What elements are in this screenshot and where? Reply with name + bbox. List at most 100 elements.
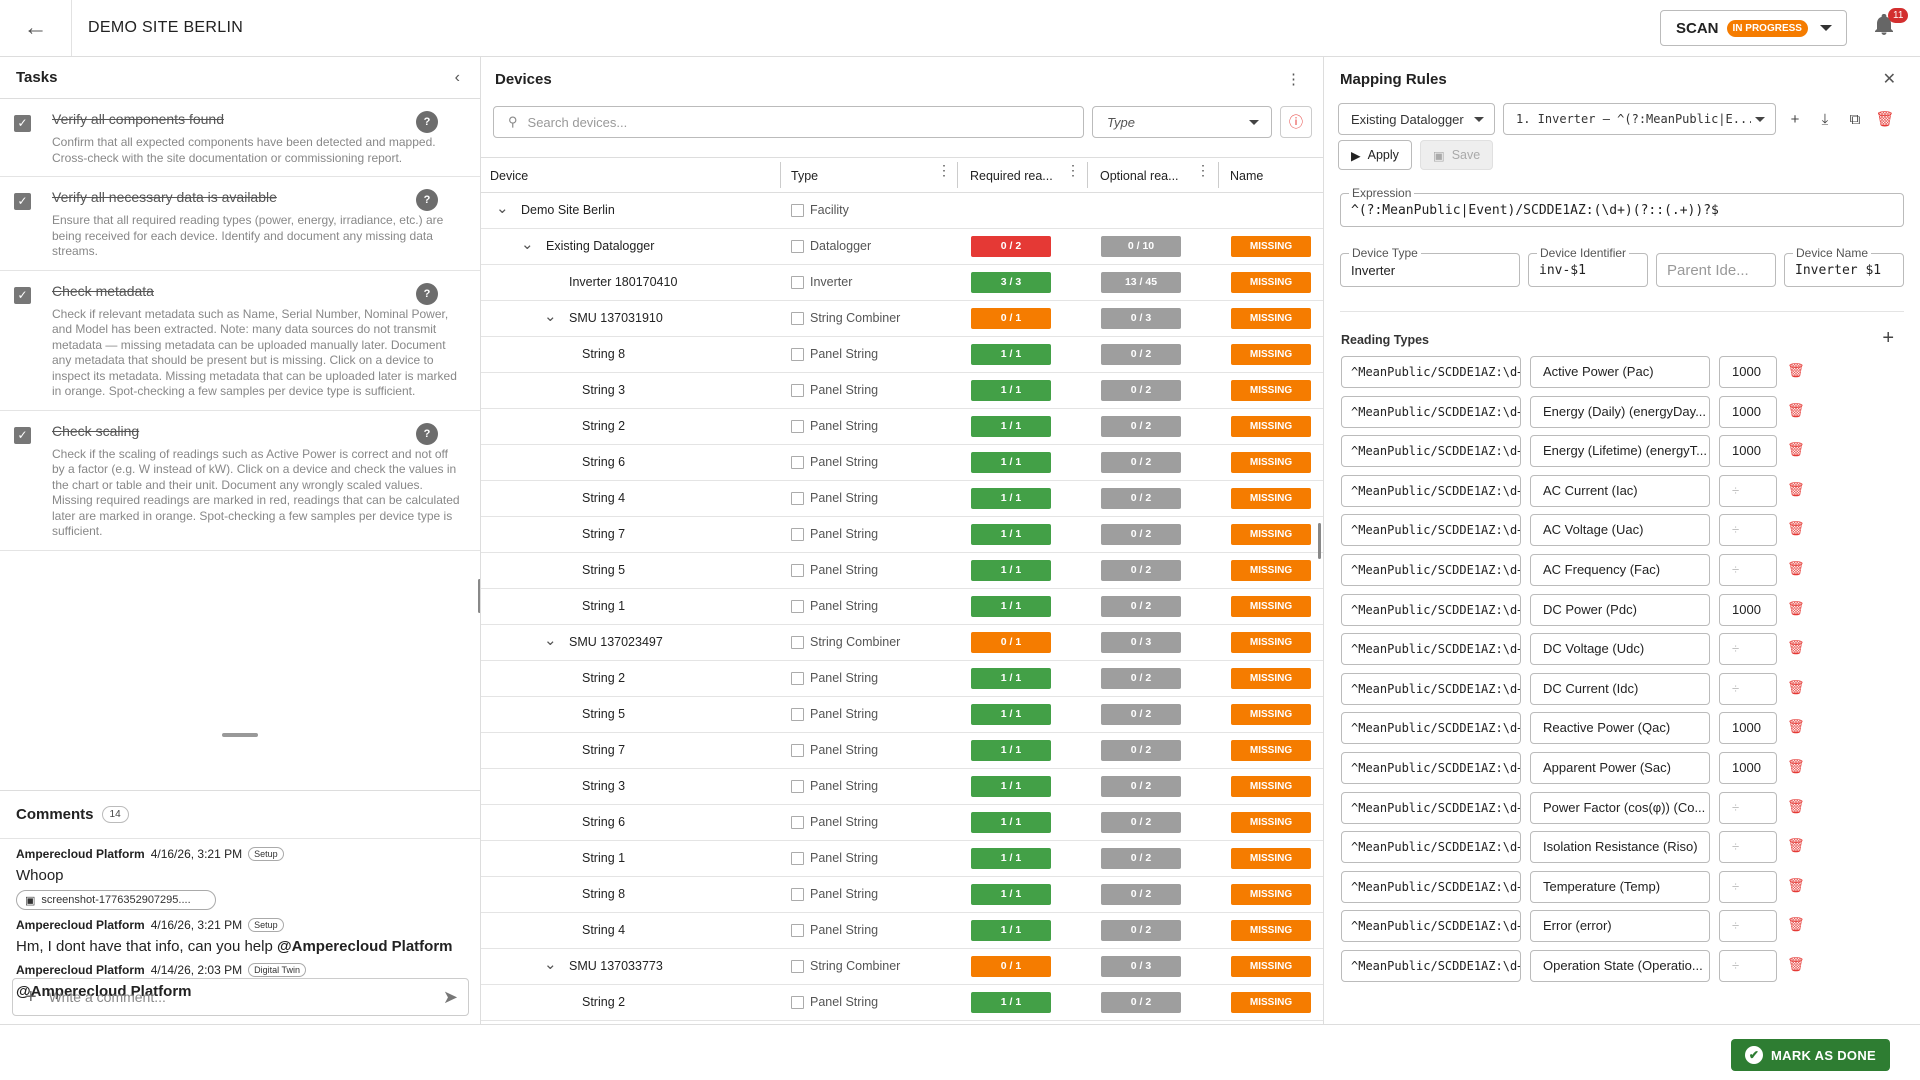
column-divider[interactable] <box>1218 162 1219 188</box>
table-row[interactable]: ⌄ SMU 137023497 String Combiner 0 / 1 0 / 3 M… <box>481 625 1323 661</box>
table-row[interactable]: ⌄ SMU 137033773 String Combiner 0 / 1 0 / 3 M… <box>481 949 1323 985</box>
table-row[interactable]: String 2 Panel String 1 / 1 0 / 2 MISSING <box>481 985 1323 1021</box>
reading-type-select[interactable]: DC Power (Pdc) <box>1530 593 1710 626</box>
checkbox[interactable]: ✓ <box>14 193 31 210</box>
apply-button[interactable]: ▶ Apply <box>1338 140 1412 170</box>
reading-pattern-input[interactable]: ^MeanPublic/SCDDE1AZ:\d+:V <box>1341 514 1521 547</box>
reading-type-select[interactable]: Isolation Resistance (Riso) <box>1530 831 1710 864</box>
column-menu-icon[interactable]: ⋮ <box>1066 162 1080 178</box>
factor-input[interactable]: ÷ <box>1719 910 1777 943</box>
col-optional[interactable]: Optional rea... <box>1100 169 1179 183</box>
column-divider[interactable] <box>780 162 781 188</box>
factor-input[interactable]: ÷ <box>1719 950 1777 982</box>
factor-input[interactable]: ÷ <box>1719 831 1777 864</box>
delete-icon[interactable]: 🗑 <box>1787 560 1805 576</box>
delete-icon[interactable]: 🗑 <box>1875 111 1895 128</box>
delete-icon[interactable]: 🗑 <box>1787 758 1805 774</box>
table-row[interactable]: ⌄ SMU 137031910 String Combiner 0 / 1 0 / 3 M… <box>481 301 1323 337</box>
reading-pattern-input[interactable]: ^MeanPublic/SCDDE1AZ:\d+:P <box>1341 593 1521 626</box>
chevron-down-icon[interactable]: ⌄ <box>544 632 557 649</box>
reading-type-select[interactable]: Operation State (Operatio... <box>1530 950 1710 982</box>
reading-type-select[interactable]: Reactive Power (Qac) <box>1530 712 1710 745</box>
expression-field[interactable]: Expression ^(?:MeanPublic|Event)/SCDDE1A… <box>1340 186 1904 227</box>
factor-input[interactable]: 1000 <box>1719 356 1777 388</box>
factor-input[interactable]: ÷ <box>1719 870 1777 903</box>
reading-pattern-input[interactable]: ^MeanPublic/SCDDE1AZ:\d+:S <box>1341 752 1521 784</box>
table-row[interactable]: String 5 Panel String 1 / 1 0 / 2 MISSING <box>481 697 1323 733</box>
reading-type-select[interactable]: Error (error) <box>1530 910 1710 943</box>
comment-mention[interactable]: @Amperecloud Platform <box>277 938 453 955</box>
table-row[interactable]: ⌄ Demo Site Berlin Facility <box>481 193 1323 229</box>
delete-icon[interactable]: 🗑 <box>1787 599 1805 616</box>
table-row[interactable]: String 8 Panel String 1 / 1 0 / 2 MISSING <box>481 337 1323 373</box>
mark-as-done-button[interactable]: ✔ MARK AS DONE <box>1731 1039 1890 1071</box>
reading-type-select[interactable]: DC Current (Idc) <box>1530 672 1710 705</box>
checkbox[interactable]: ✓ <box>14 115 31 132</box>
table-row[interactable]: String 7 Panel String 1 / 1 0 / 2 MISSING <box>481 517 1323 553</box>
notifications-button[interactable]: 11 <box>1874 8 1909 40</box>
type-filter-select[interactable]: Type <box>1092 106 1272 138</box>
col-device[interactable]: Device <box>490 169 529 183</box>
reading-type-select[interactable]: Temperature (Temp) <box>1530 870 1710 903</box>
delete-icon[interactable]: 🗑 <box>1787 441 1805 458</box>
reading-type-select[interactable]: Energy (Lifetime) (energyT... <box>1530 435 1710 468</box>
factor-input[interactable]: ÷ <box>1719 633 1777 666</box>
table-row[interactable]: String 4 Panel String 1 / 1 0 / 2 MISSING <box>481 481 1323 517</box>
reading-pattern-input[interactable]: ^MeanPublic/SCDDE1AZ:\d+:F <box>1341 554 1521 586</box>
device-name-field[interactable]: Device Name Inverter $1 <box>1784 246 1904 287</box>
comment-attachment[interactable]: ▣ screenshot-1776352907295.... <box>16 890 216 910</box>
copy-icon[interactable]: ⧉ <box>1849 110 1861 128</box>
column-divider[interactable] <box>957 162 958 188</box>
back-button[interactable]: ← <box>0 0 72 56</box>
reading-pattern-input[interactable]: ^MeanPublic/SCDDE1AZ:\d+:R <box>1341 831 1521 864</box>
reading-type-select[interactable]: AC Voltage (Uac) <box>1530 514 1710 547</box>
factor-input[interactable]: ÷ <box>1719 554 1777 586</box>
delete-icon[interactable]: 🗑 <box>1787 362 1805 378</box>
help-icon[interactable]: ? <box>416 111 438 133</box>
checkbox[interactable]: ✓ <box>14 286 31 304</box>
reading-pattern-input[interactable]: ^MeanPublic/SCDDE1AZ:\d+:E <box>1341 395 1521 428</box>
delete-icon[interactable]: 🗑 <box>1787 876 1805 893</box>
save-button[interactable]: ▣ Save <box>1419 140 1494 170</box>
device-search-input[interactable]: ⚲ Search devices... <box>493 106 1084 138</box>
scrollbar[interactable] <box>1318 523 1321 559</box>
reading-pattern-input[interactable]: ^MeanPublic/SCDDE1AZ:\d+:E <box>1341 910 1521 943</box>
table-row[interactable]: String 6 Panel String 1 / 1 0 / 2 MISSING <box>481 805 1323 841</box>
reading-pattern-input[interactable]: ^MeanPublic/SCDDE1AZ:\d+:I <box>1341 474 1521 507</box>
table-row[interactable]: String 1 Panel String 1 / 1 0 / 2 MISSING <box>481 841 1323 877</box>
reading-type-select[interactable]: AC Current (Iac) <box>1530 474 1710 507</box>
reading-type-select[interactable]: AC Frequency (Fac) <box>1530 554 1710 586</box>
add-attachment-icon[interactable]: + <box>25 985 37 1008</box>
factor-input[interactable]: ÷ <box>1719 474 1777 507</box>
factor-input[interactable]: 1000 <box>1719 435 1777 468</box>
column-menu-icon[interactable]: ⋮ <box>937 162 951 178</box>
delete-icon[interactable]: 🗑 <box>1787 718 1805 735</box>
help-icon[interactable]: ? <box>416 282 438 305</box>
table-row[interactable]: ⌄ Existing Datalogger Datalogger 0 / 2 0 / 1… <box>481 229 1323 265</box>
collapse-panel-button[interactable]: ‹ <box>454 68 460 86</box>
reading-pattern-input[interactable]: ^MeanPublic/SCDDE1AZ:\d+:M <box>1341 950 1521 982</box>
reading-pattern-input[interactable]: ^MeanPublic/SCDDE1AZ:\d+:V <box>1341 633 1521 666</box>
table-row[interactable]: String 5 Panel String 1 / 1 0 / 2 MISSING <box>481 553 1323 589</box>
factor-input[interactable]: ÷ <box>1719 514 1777 547</box>
add-reading-type-icon[interactable]: + <box>1882 327 1894 349</box>
delete-icon[interactable]: 🗑 <box>1787 916 1805 933</box>
col-type[interactable]: Type <box>791 169 819 183</box>
close-icon[interactable]: ✕ <box>1882 71 1896 88</box>
column-divider[interactable] <box>1087 162 1088 188</box>
help-icon[interactable]: ? <box>416 189 438 211</box>
comment-mention[interactable]: @Amperecloud Platform <box>16 983 192 1000</box>
table-row[interactable]: String 3 Panel String 1 / 1 0 / 2 MISSING <box>481 769 1323 805</box>
chevron-down-icon[interactable]: ⌄ <box>496 200 509 217</box>
reading-pattern-input[interactable]: ^MeanPublic/SCDDE1AZ:\d+:Q <box>1341 712 1521 745</box>
checkbox[interactable]: ✓ <box>14 426 31 444</box>
col-required[interactable]: Required rea... <box>970 169 1053 183</box>
reading-type-select[interactable]: Active Power (Pac) <box>1530 356 1710 388</box>
parent-identifier-field[interactable]: Parent Ide... <box>1656 253 1776 287</box>
device-type-field[interactable]: Device Type Inverter <box>1340 246 1520 287</box>
delete-icon[interactable]: 🗑 <box>1787 956 1805 972</box>
table-row[interactable]: String 4 Panel String 1 / 1 0 / 2 MISSING <box>481 913 1323 949</box>
factor-input[interactable]: 1000 <box>1719 712 1777 745</box>
chevron-down-icon[interactable]: ⌄ <box>544 956 557 973</box>
delete-icon[interactable]: 🗑 <box>1787 678 1805 695</box>
